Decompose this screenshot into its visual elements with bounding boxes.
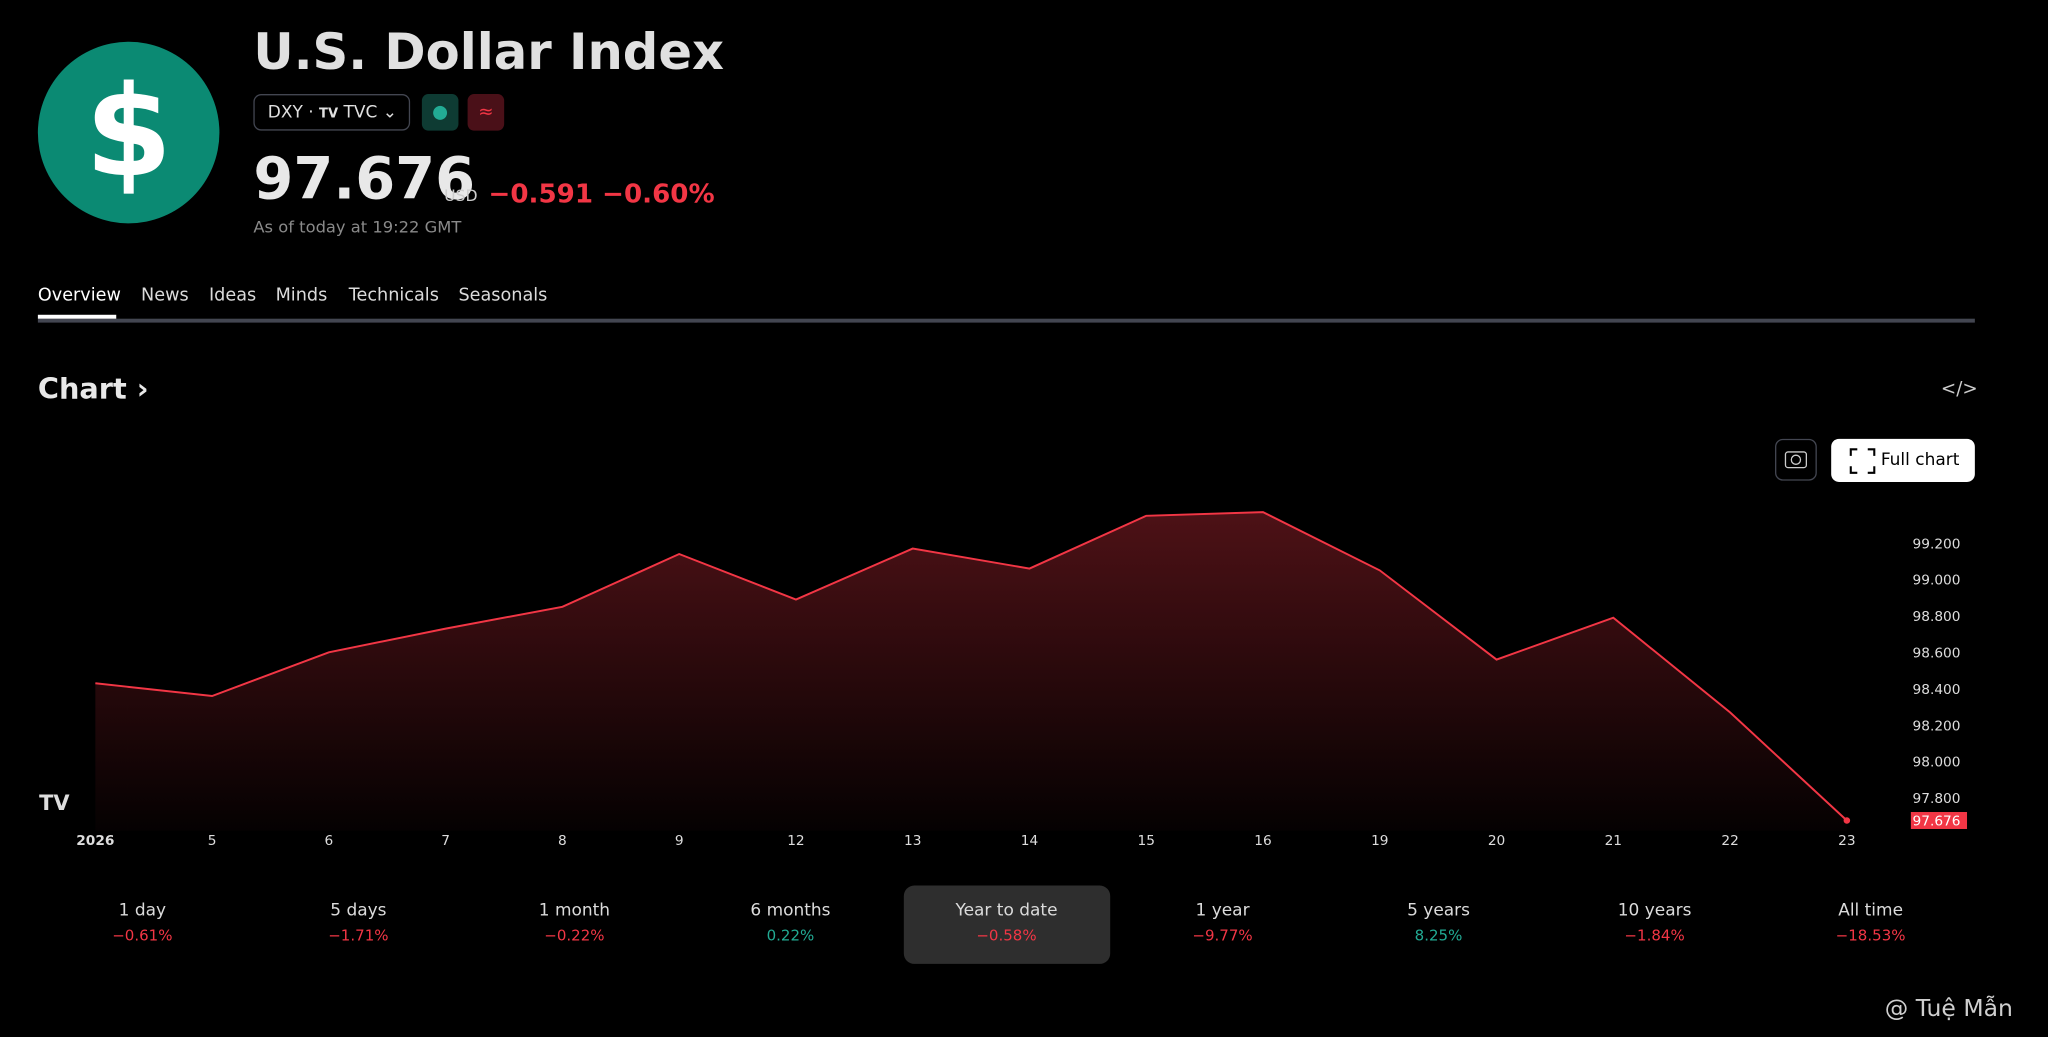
line — [95, 511, 1848, 822]
exchange: TVC — [343, 103, 378, 123]
period-change: −18.53% — [1835, 926, 1906, 945]
period-label: All time — [1838, 901, 1904, 921]
period[interactable]: 1 month −0.22% — [471, 886, 677, 964]
period-change: −1.71% — [328, 926, 389, 945]
volatility-badge[interactable]: ≈ — [467, 94, 505, 131]
y-tick-label: 98.000 — [1913, 755, 1961, 771]
x-tick-label: 9 — [675, 833, 684, 849]
embed-button[interactable]: </> — [1940, 378, 1978, 400]
period-label: 1 year — [1195, 901, 1250, 921]
period-change: 0.22% — [766, 926, 815, 945]
x-tick-label: 21 — [1605, 833, 1622, 849]
period-label: 5 days — [330, 901, 387, 921]
x-tick-label: 19 — [1371, 833, 1388, 849]
full-chart-button[interactable]: Full chart — [1831, 438, 1975, 482]
market-status[interactable]: ● — [421, 94, 459, 131]
camera-icon — [1784, 451, 1808, 469]
period-label: 1 day — [118, 901, 167, 921]
logo: $ — [37, 41, 220, 224]
x-tick-label: 20 — [1488, 833, 1505, 849]
symbol-chip[interactable]: DXY · TV TVC ⌄ — [253, 94, 411, 131]
ticker: DXY — [267, 103, 303, 123]
tab[interactable]: Ideas — [208, 284, 257, 306]
period[interactable]: 5 days −1.71% — [255, 886, 461, 964]
y-tick-label: 98.600 — [1913, 646, 1961, 662]
change-abs: −0.591 — [488, 177, 594, 209]
chart-heading-text: Chart — [37, 373, 127, 407]
last-value-label: 97.676 — [1913, 814, 1961, 830]
period-label: 5 years — [1407, 901, 1471, 921]
currency: USD — [444, 186, 478, 206]
change: −0.591 −0.60% — [488, 178, 714, 209]
period[interactable]: Year to date −0.58% — [903, 885, 1110, 964]
x-tick-label: 5 — [208, 833, 217, 849]
price: 97.676 — [253, 146, 476, 213]
x-tick-label: 7 — [441, 833, 450, 849]
y-tick-label: 99.000 — [1913, 573, 1961, 589]
period[interactable]: 10 years −1.84% — [1551, 886, 1757, 964]
active-tab-indicator — [37, 314, 117, 319]
period-label: 6 months — [750, 901, 831, 921]
period[interactable]: All time −18.53% — [1767, 886, 1973, 964]
title: U.S. Dollar Index — [253, 23, 725, 81]
chart-heading[interactable]: Chart › — [37, 373, 149, 407]
last-point — [1843, 817, 1851, 824]
tab[interactable]: News — [141, 284, 189, 306]
x-tick-label: 13 — [904, 833, 921, 849]
period[interactable]: 1 year −9.77% — [1119, 886, 1325, 964]
period[interactable]: 1 day −0.61% — [39, 886, 245, 964]
x-tick-label: 15 — [1138, 833, 1155, 849]
period-label: Year to date — [955, 901, 1058, 921]
x-tick-label: 14 — [1021, 833, 1038, 849]
as-of: As of today at 19:22 GMT — [253, 216, 462, 237]
change-pct: −0.60% — [602, 177, 715, 209]
period[interactable]: 5 years 8.25% — [1335, 886, 1541, 964]
x-tick-label: 16 — [1254, 833, 1271, 849]
tab[interactable]: Minds — [275, 284, 328, 306]
fullscreen-icon — [1849, 448, 1876, 474]
x-tick-label: 2026 — [76, 833, 114, 849]
period-label: 1 month — [538, 901, 611, 921]
tab[interactable]: Technicals — [348, 284, 439, 306]
full-chart-text: Full chart — [1880, 450, 1960, 471]
period-change: 8.25% — [1414, 926, 1463, 945]
tab-bar: Overview News Ideas Minds Technicals Seasonal… — [37, 284, 1975, 323]
period-change: −0.61% — [112, 926, 173, 945]
tab[interactable]: Overview — [37, 284, 121, 306]
period[interactable]: 6 months 0.22% — [687, 886, 893, 964]
x-tick-label: 22 — [1721, 833, 1738, 849]
period-change: −9.77% — [1192, 926, 1253, 945]
x-tick-label: 23 — [1838, 833, 1855, 849]
period-change: −0.22% — [544, 926, 605, 945]
period-change: −1.84% — [1624, 926, 1685, 945]
tv-logo: TV — [39, 791, 70, 815]
x-tick-label: 12 — [787, 833, 804, 849]
last-value-badge — [1910, 812, 1968, 829]
tab[interactable]: Seasonals — [458, 284, 548, 306]
x-tick-label: 8 — [558, 833, 567, 849]
y-tick-label: 98.400 — [1913, 682, 1961, 698]
x-tick-label: 6 — [325, 833, 334, 849]
period-change: −0.58% — [976, 926, 1037, 945]
y-tick-label: 99.200 — [1913, 536, 1961, 552]
period-label: 10 years — [1617, 901, 1692, 921]
area — [95, 512, 1847, 831]
snapshot-button[interactable] — [1775, 438, 1817, 481]
y-tick-label: 97.800 — [1913, 791, 1961, 807]
watermark: @ Tuệ Mẫn — [1884, 995, 2013, 1023]
y-tick-label: 98.200 — [1913, 718, 1961, 734]
y-tick-label: 98.800 — [1913, 609, 1961, 625]
